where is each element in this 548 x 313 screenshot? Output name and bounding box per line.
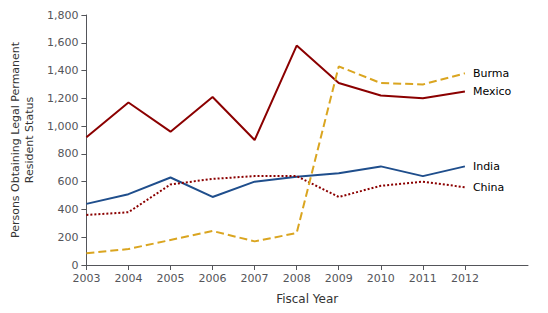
svg-text:Persons Obtaining Legal Perman: Persons Obtaining Legal Permanent — [9, 41, 22, 238]
svg-text:400: 400 — [57, 203, 78, 216]
svg-text:1,600: 1,600 — [47, 36, 79, 49]
svg-text:Mexico: Mexico — [473, 85, 512, 98]
svg-text:0: 0 — [71, 259, 78, 272]
svg-text:Fiscal Year: Fiscal Year — [276, 292, 338, 306]
svg-text:China: China — [473, 181, 504, 194]
svg-text:Burma: Burma — [473, 67, 509, 80]
svg-text:2008: 2008 — [283, 272, 311, 285]
svg-text:1,000: 1,000 — [47, 120, 79, 133]
svg-text:India: India — [473, 160, 500, 173]
svg-text:2007: 2007 — [241, 272, 269, 285]
svg-text:Resident Status: Resident Status — [23, 97, 36, 184]
svg-text:2009: 2009 — [325, 272, 353, 285]
svg-text:200: 200 — [57, 231, 78, 244]
svg-text:2004: 2004 — [114, 272, 142, 285]
svg-text:2010: 2010 — [367, 272, 395, 285]
svg-text:2003: 2003 — [72, 272, 100, 285]
svg-text:1,800: 1,800 — [47, 9, 79, 22]
svg-text:2005: 2005 — [157, 272, 185, 285]
svg-text:800: 800 — [57, 147, 78, 160]
svg-text:1,400: 1,400 — [47, 64, 79, 77]
svg-text:2012: 2012 — [451, 272, 479, 285]
svg-text:600: 600 — [57, 175, 78, 188]
svg-text:2006: 2006 — [199, 272, 227, 285]
svg-text:2011: 2011 — [409, 272, 437, 285]
svg-text:1,200: 1,200 — [47, 92, 79, 105]
